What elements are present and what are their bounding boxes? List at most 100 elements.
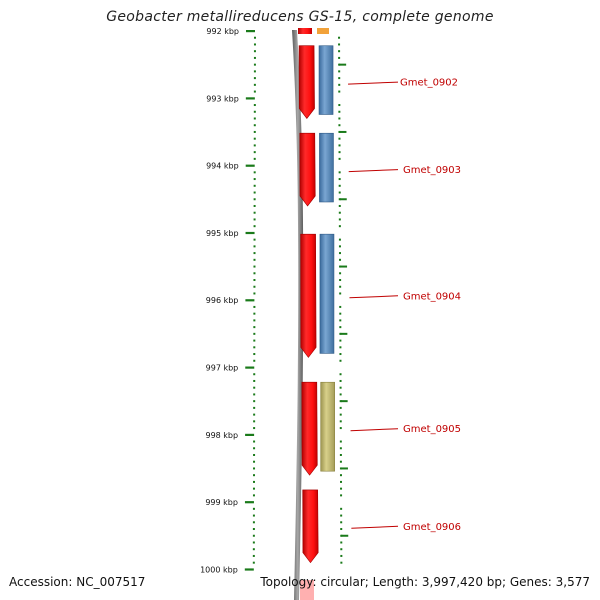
minor-tick: [253, 265, 256, 268]
gene-label[interactable]: Gmet_0905: [403, 424, 461, 435]
major-tick: [244, 568, 254, 571]
minor-tick: [338, 43, 341, 46]
minor-tick: [338, 137, 341, 140]
minor-tick: [339, 258, 342, 261]
minor-tick: [252, 494, 255, 497]
kbp-ticks: 992 kbp 993 kbp 994 kbp 995 kbp 996 kbp 997 k…: [200, 27, 349, 574]
minor-tick: [338, 56, 341, 59]
minor-tick: [338, 204, 341, 207]
minor-tick: [340, 507, 343, 510]
cds-feature: [320, 381, 335, 472]
minor-tick: [253, 238, 256, 241]
gene-label[interactable]: Gmet_0904: [403, 291, 461, 302]
minor-tick: [338, 144, 341, 147]
minor-tick: [253, 144, 256, 147]
minor-tick: [339, 373, 342, 376]
minor-tick: [338, 117, 341, 120]
minor-tick: [338, 151, 341, 154]
gene-feature-arrow: [302, 489, 319, 564]
minor-tick: [253, 359, 256, 362]
minor-tick: [338, 171, 341, 174]
minor-tick: [338, 157, 341, 160]
minor-tick: [253, 137, 256, 140]
major-tick: [245, 299, 255, 302]
minor-tick: [253, 346, 256, 349]
minor-tick: [252, 561, 255, 564]
minor-tick: [253, 467, 256, 470]
minor-tick: [338, 218, 341, 221]
gene-label[interactable]: Gmet_0903: [403, 165, 461, 176]
minor-tick: [339, 379, 342, 382]
minor-tick: [253, 393, 256, 396]
minor-tick: [253, 279, 256, 282]
minor-tick: [253, 427, 256, 430]
label-leader-line: [350, 428, 399, 432]
minor-tick: [253, 178, 256, 181]
minor-tick: [252, 554, 255, 557]
minor-tick: [339, 305, 342, 308]
minor-tick: [253, 339, 256, 342]
gene-label[interactable]: Gmet_0902: [400, 78, 458, 89]
minor-tick: [252, 534, 255, 537]
minor-tick: [253, 353, 256, 356]
minor-tick: [253, 474, 256, 477]
half-kbp-tick: [340, 400, 348, 403]
minor-tick: [253, 43, 256, 46]
cds-feature: [318, 45, 334, 115]
gene-label[interactable]: Gmet_0906: [403, 522, 461, 533]
minor-tick: [339, 453, 342, 456]
minor-tick: [338, 36, 341, 39]
minor-tick: [338, 252, 341, 255]
minor-tick: [338, 191, 341, 194]
minor-tick: [253, 245, 256, 248]
half-kbp-tick: [340, 332, 348, 335]
minor-tick: [340, 541, 343, 544]
minor-tick: [339, 279, 342, 282]
minor-tick: [339, 460, 342, 463]
minor-tick: [252, 541, 255, 544]
cds-feature: [319, 132, 334, 203]
accession-text: Accession: NC_007517: [9, 575, 146, 589]
minor-tick: [253, 157, 256, 160]
half-kbp-tick: [339, 63, 347, 66]
minor-tick: [253, 124, 256, 127]
minor-tick: [253, 319, 256, 322]
minor-tick: [338, 83, 341, 86]
minor-tick: [253, 204, 256, 207]
minor-tick: [252, 521, 255, 524]
minor-tick: [253, 312, 256, 315]
tick-label: 998 kbp: [205, 431, 238, 440]
minor-tick: [253, 90, 256, 93]
minor-tick: [253, 83, 256, 86]
minor-tick: [338, 110, 341, 113]
half-kbp-tick: [340, 467, 348, 470]
feature-partial: [300, 580, 314, 600]
tick-label: 994 kbp: [206, 162, 239, 171]
minor-tick: [338, 124, 341, 127]
minor-tick: [253, 130, 256, 133]
major-tick: [245, 164, 255, 167]
minor-tick: [253, 379, 256, 382]
minor-tick: [338, 238, 341, 241]
minor-tick: [338, 104, 341, 107]
label-leader-line: [348, 169, 399, 173]
tick-label: 992 kbp: [206, 27, 239, 36]
minor-tick: [253, 413, 256, 416]
minor-tick: [253, 198, 256, 201]
label-leader-line: [351, 525, 399, 529]
gene-feature-arrow: [300, 233, 317, 358]
minor-tick: [253, 447, 256, 450]
minor-tick: [253, 171, 256, 174]
minor-tick: [340, 494, 343, 497]
major-tick: [245, 231, 255, 235]
minor-tick: [253, 460, 256, 463]
minor-tick: [253, 326, 256, 329]
half-kbp-tick: [339, 198, 347, 201]
tick-label: 995 kbp: [206, 229, 239, 238]
minor-tick: [253, 110, 256, 113]
tick-label: 999 kbp: [205, 498, 238, 507]
minor-tick: [338, 184, 341, 187]
half-kbp-tick: [339, 130, 347, 133]
minor-tick: [252, 487, 255, 490]
minor-tick: [339, 285, 342, 288]
